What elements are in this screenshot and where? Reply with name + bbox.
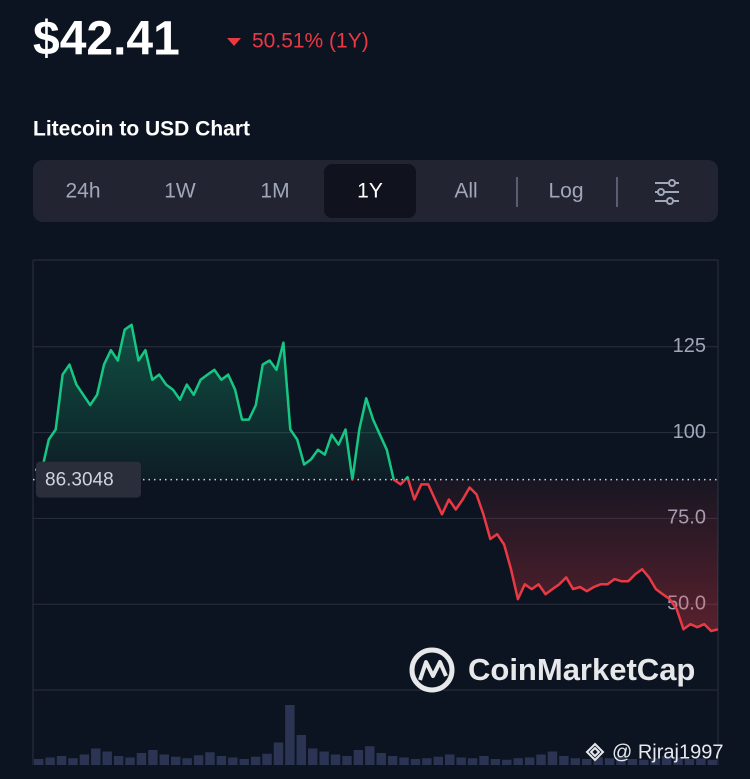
volume-bar — [262, 753, 272, 765]
volume-bar — [45, 757, 55, 765]
volume-bar — [661, 756, 672, 765]
volume-bar — [285, 705, 295, 765]
volume-bar — [216, 756, 227, 765]
volume-bar — [422, 758, 432, 765]
volume-bar — [570, 758, 580, 765]
volume-bar — [296, 735, 306, 765]
volume-bar — [228, 757, 238, 765]
volume-bar — [559, 756, 569, 765]
volume-bar — [490, 759, 501, 765]
volume-bar — [148, 750, 158, 765]
baseline-label-box — [36, 461, 141, 498]
volume-bar — [159, 754, 169, 765]
volume-bar — [182, 758, 192, 765]
volume-bar — [330, 754, 341, 765]
volume-bar — [616, 756, 626, 765]
price-area — [35, 324, 718, 631]
volume-bar — [582, 759, 592, 765]
range-button[interactable]: 1W — [164, 180, 196, 203]
volume-bar — [125, 757, 135, 765]
volume-bar — [456, 757, 466, 765]
volume-bar — [342, 756, 352, 765]
price-change: 50.51% (1Y) — [252, 30, 369, 53]
volume-bar — [56, 756, 67, 765]
volume-bar — [34, 759, 44, 765]
watermark: CoinMarketCap — [409, 647, 695, 693]
y-tick-label: 125 — [673, 335, 706, 357]
baseline-label: 86.3048 — [45, 470, 114, 491]
volume-bar — [136, 753, 147, 765]
volume-bar — [102, 751, 112, 765]
range-button[interactable]: 1Y — [357, 180, 383, 203]
volume-bar — [308, 748, 318, 765]
volume-bar — [593, 757, 603, 765]
volume-bar — [639, 759, 649, 765]
volume-bar — [353, 750, 364, 765]
log-button[interactable]: Log — [548, 180, 583, 203]
volume-bar — [91, 748, 101, 765]
price-line — [35, 323, 719, 633]
volume-bar — [68, 758, 78, 765]
volume-bar — [479, 756, 489, 765]
y-tick-label: 100 — [673, 421, 706, 443]
chart-title: Litecoin to USD Chart — [33, 118, 250, 141]
volume-bar — [319, 751, 329, 765]
volume-bar — [502, 759, 512, 765]
volume-bar — [627, 759, 638, 765]
volume-bar — [696, 758, 706, 765]
range-button[interactable]: All — [454, 180, 477, 203]
volume-bar — [205, 752, 215, 765]
range-button[interactable]: 24h — [65, 180, 100, 203]
volume-bar — [513, 758, 523, 765]
range-button[interactable]: 1M — [260, 180, 289, 203]
volume-bar — [433, 756, 443, 765]
watermark-text: CoinMarketCap — [468, 652, 695, 687]
volume-bar — [707, 759, 717, 765]
volume-bar — [604, 758, 615, 765]
watermark-logo — [418, 660, 448, 681]
volume-bar — [171, 756, 181, 765]
volume-bar — [547, 751, 558, 765]
volume-bar — [445, 754, 455, 765]
volume-bar — [193, 755, 204, 765]
volume-bar — [399, 757, 409, 765]
volume-bar — [273, 742, 284, 765]
range-active — [324, 164, 416, 218]
volume-bar — [410, 759, 421, 765]
volume-bar — [387, 756, 398, 765]
volume-bar — [536, 754, 546, 765]
credit: @ Rjraj1997 — [612, 741, 723, 763]
volume-bar — [650, 758, 660, 765]
volume-bar — [467, 758, 478, 765]
down-arrow — [227, 38, 241, 46]
volume-bar — [250, 756, 261, 765]
volume-bar — [113, 756, 124, 765]
volume-bar — [79, 754, 90, 765]
settings-icon[interactable] — [655, 179, 679, 205]
volume-bar — [684, 759, 695, 765]
volume-bar — [239, 759, 249, 765]
volume-bar — [376, 753, 386, 765]
volume-bar — [365, 746, 375, 765]
volume-bar — [673, 757, 683, 765]
watermark-logo — [409, 647, 455, 693]
volume-bar — [524, 757, 535, 765]
credit-icon — [585, 742, 605, 762]
price: $42.41 — [33, 13, 180, 66]
